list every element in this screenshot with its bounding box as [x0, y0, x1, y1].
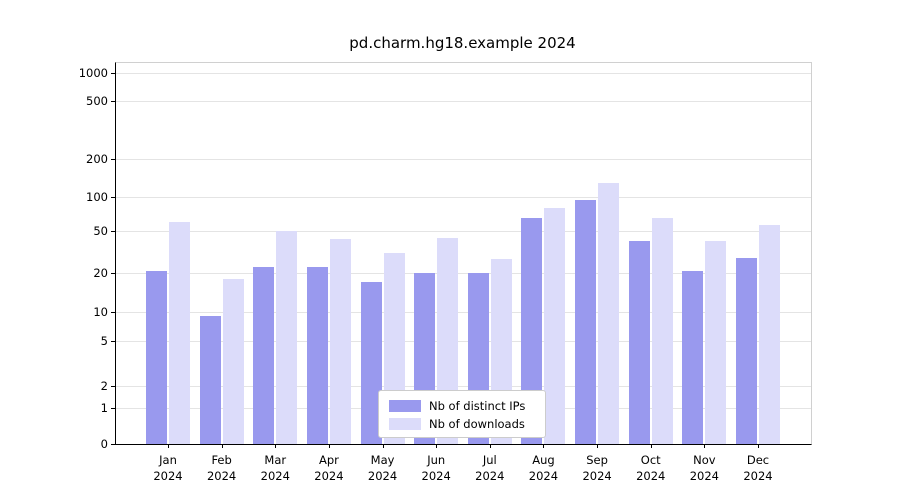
legend-swatch-downloads — [389, 417, 421, 430]
y-tick-mark-50 — [111, 231, 116, 232]
gridline-1000 — [116, 73, 811, 74]
gridline-100 — [116, 197, 811, 198]
legend-item-distinct-ips: Nb of distinct IPs — [389, 398, 535, 413]
x-tick-mark-feb — [221, 444, 223, 448]
x-tick-label-mar: Mar 2024 — [260, 453, 290, 483]
legend: Nb of distinct IPs Nb of downloads — [378, 390, 546, 438]
x-tick-label-feb: Feb 2024 — [206, 453, 237, 483]
y-tick-mark-200 — [111, 159, 116, 160]
bar-downloads-apr — [329, 238, 351, 444]
x-tick-mark-jan — [168, 444, 169, 448]
x-tick-mark-nov — [704, 444, 706, 448]
y-tick-label-10: 10 — [93, 305, 108, 319]
x-tick-label-apr: Apr 2024 — [314, 453, 344, 483]
y-tick-mark-2 — [111, 386, 116, 387]
x-tick-label-nov: Nov 2024 — [689, 453, 719, 483]
x-tick-mark-mar — [275, 444, 277, 448]
y-tick-label-2: 2 — [100, 379, 108, 393]
gridline-500 — [116, 101, 811, 102]
y-tick-mark-5 — [111, 341, 116, 342]
y-tick-mark-500 — [111, 101, 116, 102]
y-tick-mark-20 — [111, 273, 116, 274]
gridline-200 — [116, 159, 811, 160]
bar-downloads-mar — [276, 231, 298, 444]
bar-downloads-jan — [169, 222, 190, 444]
x-tick-label-may: May 2024 — [367, 453, 398, 483]
y-tick-mark-10 — [111, 312, 116, 313]
x-tick-mark-sep — [597, 444, 599, 448]
y-tick-mark-1 — [111, 408, 116, 409]
y-tick-label-1: 1 — [100, 401, 108, 415]
gridline-50 — [116, 231, 811, 232]
gridline-10 — [116, 312, 811, 313]
bar-distinct-ips-oct — [628, 241, 650, 444]
y-tick-mark-1000 — [111, 73, 116, 74]
chart-title: pd.charm.hg18.example 2024 — [349, 34, 576, 52]
plot-area: 0 1 2 5 10 20 50 100 200 500 1000 Jan 2024 Feb 2024 M… — [79, 62, 812, 483]
bar-distinct-ips-nov — [682, 270, 704, 444]
bar-distinct-ips-aug — [521, 218, 543, 444]
y-tick-label-100: 100 — [86, 190, 108, 204]
x-tick-label-jul: Jul 2024 — [475, 453, 505, 483]
x-tick-label-oct: Oct 2024 — [636, 453, 666, 483]
gridline-20 — [116, 273, 811, 274]
y-tick-mark-100 — [111, 197, 116, 198]
bar-downloads-sep — [598, 182, 620, 444]
legend-label-downloads: Nb of downloads — [429, 416, 525, 431]
bar-distinct-ips-may — [360, 282, 382, 444]
y-tick-label-50: 50 — [93, 224, 108, 238]
bar-distinct-ips-sep — [575, 199, 597, 444]
x-tick-mark-jul — [489, 444, 491, 448]
bar-downloads-nov — [705, 241, 727, 444]
bar-downloads-oct — [651, 218, 673, 444]
y-tick-label-500: 500 — [86, 94, 108, 108]
bar-downloads-aug — [544, 207, 566, 444]
x-tick-mark-dec — [757, 444, 759, 448]
x-tick-label-sep: Sep 2024 — [582, 453, 612, 483]
bar-distinct-ips-mar — [253, 266, 275, 444]
y-tick-label-1000: 1000 — [78, 66, 108, 80]
gridline-5 — [116, 341, 811, 342]
bar-downloads-feb — [222, 278, 244, 444]
x-tick-mark-oct — [650, 444, 652, 448]
legend-item-downloads: Nb of downloads — [389, 416, 535, 431]
y-tick-label-0: 0 — [100, 437, 108, 451]
bar-distinct-ips-dec — [735, 257, 757, 444]
x-tick-mark-aug — [543, 444, 545, 448]
x-tick-label-jan: Jan 2024 — [153, 453, 183, 483]
gridline-2 — [116, 386, 811, 387]
bar-distinct-ips-jan — [146, 270, 167, 444]
x-tick-mark-apr — [328, 444, 330, 448]
legend-label-distinct-ips: Nb of distinct IPs — [429, 398, 526, 413]
x-tick-label-jun: Jun 2024 — [421, 453, 451, 483]
x-tick-mark-may — [382, 444, 384, 448]
y-tick-label-5: 5 — [100, 334, 108, 348]
x-tick-label-aug: Aug 2024 — [528, 453, 559, 483]
y-tick-label-20: 20 — [93, 266, 108, 280]
y-tick-mark-0 — [111, 444, 116, 445]
y-tick-label-200: 200 — [86, 152, 108, 166]
bar-downloads-dec — [758, 224, 780, 444]
x-tick-mark-jun — [436, 444, 438, 448]
bar-distinct-ips-apr — [306, 266, 328, 444]
bar-distinct-ips-feb — [199, 316, 221, 444]
legend-swatch-distinct-ips — [389, 399, 421, 412]
x-tick-label-dec: Dec 2024 — [743, 453, 773, 483]
